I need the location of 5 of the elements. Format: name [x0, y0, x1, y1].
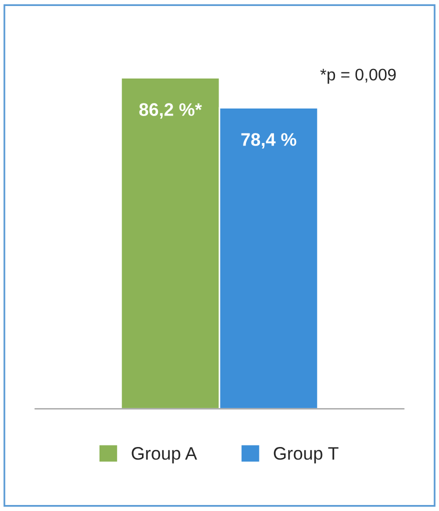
legend-label: Group T [274, 447, 338, 464]
data-label: 86,2 %* [139, 103, 202, 119]
data-label: 78,4 % [241, 133, 296, 149]
legend-label: Group A [132, 447, 198, 464]
annotation: *p = 0,009 [320, 68, 396, 84]
